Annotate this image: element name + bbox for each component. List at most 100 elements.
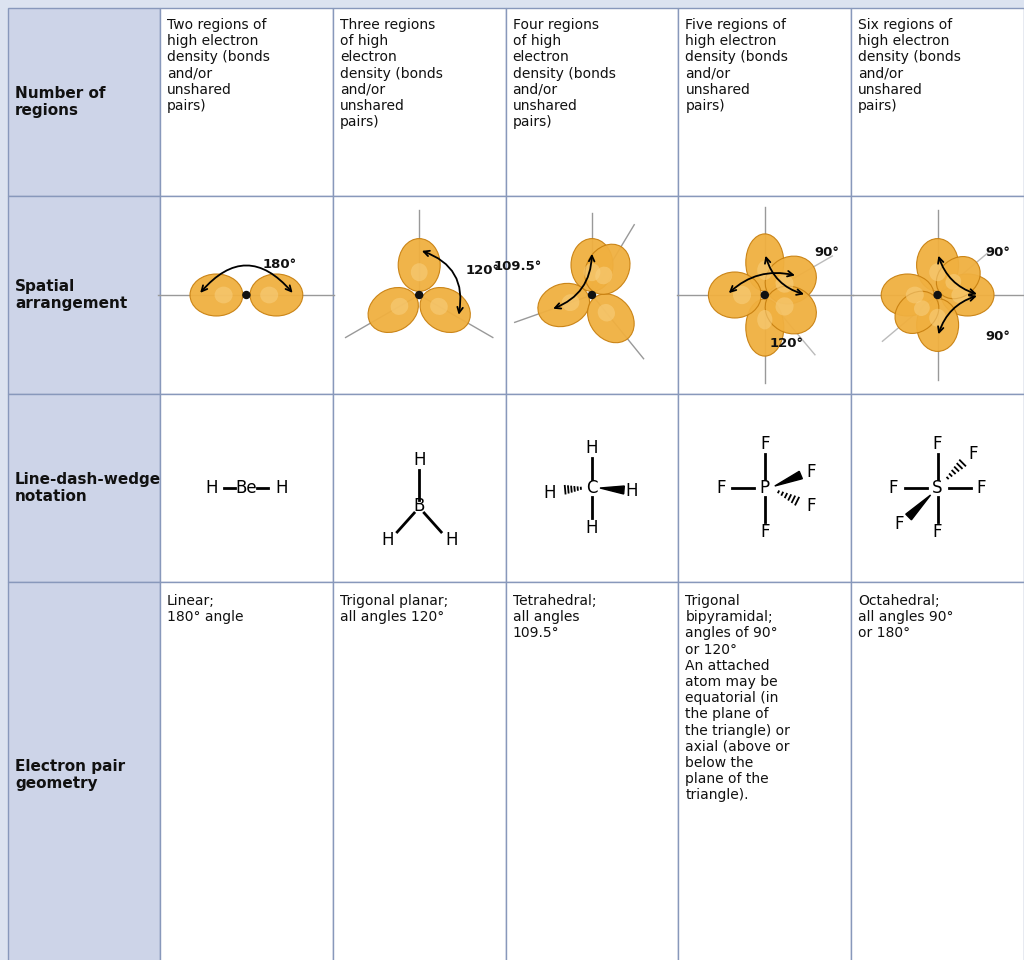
- Text: H: H: [445, 531, 458, 549]
- Text: 109.5°: 109.5°: [494, 260, 542, 274]
- Text: F: F: [716, 479, 726, 497]
- Text: Linear;
180° angle: Linear; 180° angle: [167, 594, 244, 624]
- Polygon shape: [906, 495, 931, 519]
- Text: P: P: [760, 479, 770, 497]
- Text: B: B: [414, 497, 425, 515]
- Ellipse shape: [250, 274, 303, 316]
- Text: F: F: [760, 523, 770, 541]
- Polygon shape: [775, 471, 803, 486]
- Bar: [506, 196, 679, 394]
- Ellipse shape: [745, 299, 783, 356]
- Ellipse shape: [368, 288, 419, 332]
- Text: Trigonal planar;
all angles 120°: Trigonal planar; all angles 120°: [340, 594, 449, 624]
- Text: Tetrahedral;
all angles
109.5°: Tetrahedral; all angles 109.5°: [513, 594, 596, 640]
- Ellipse shape: [571, 239, 613, 292]
- Bar: [160, 582, 333, 960]
- Bar: [333, 8, 506, 196]
- Ellipse shape: [916, 299, 958, 351]
- Text: H: H: [586, 439, 598, 457]
- Circle shape: [761, 292, 768, 299]
- Circle shape: [243, 292, 250, 299]
- Text: H: H: [381, 531, 393, 549]
- Ellipse shape: [945, 274, 962, 290]
- Text: Five regions of
high electron
density (bonds
and/or
unshared
pairs): Five regions of high electron density (b…: [685, 18, 788, 113]
- Text: 120°: 120°: [465, 265, 500, 277]
- Text: H: H: [626, 482, 638, 500]
- Ellipse shape: [398, 239, 440, 292]
- Text: F: F: [977, 479, 986, 497]
- Text: Line-dash-wedge
notation: Line-dash-wedge notation: [15, 471, 161, 504]
- Bar: [333, 582, 506, 960]
- Text: Four regions
of high
electron
density (bonds
and/or
unshared
pairs): Four regions of high electron density (b…: [513, 18, 615, 130]
- Bar: [160, 196, 333, 394]
- Ellipse shape: [390, 298, 409, 315]
- Text: F: F: [895, 515, 904, 533]
- Ellipse shape: [775, 298, 794, 316]
- Ellipse shape: [561, 294, 580, 311]
- Ellipse shape: [538, 283, 590, 326]
- Bar: [333, 394, 506, 582]
- Ellipse shape: [929, 263, 946, 281]
- Ellipse shape: [914, 300, 930, 316]
- Ellipse shape: [709, 272, 761, 318]
- Text: F: F: [969, 445, 978, 463]
- Text: Be: Be: [236, 479, 257, 497]
- Text: Spatial
arrangement: Spatial arrangement: [15, 278, 127, 311]
- Ellipse shape: [929, 309, 946, 326]
- Bar: [851, 196, 1024, 394]
- Circle shape: [416, 292, 423, 299]
- Text: H: H: [413, 451, 425, 469]
- Bar: [8, 196, 160, 394]
- Text: Three regions
of high
electron
density (bonds
and/or
unshared
pairs): Three regions of high electron density (…: [340, 18, 442, 130]
- Ellipse shape: [895, 291, 939, 333]
- Ellipse shape: [430, 298, 447, 315]
- Text: Six regions of
high electron
density (bonds
and/or
unshared
pairs): Six regions of high electron density (bo…: [858, 18, 962, 113]
- Bar: [506, 8, 679, 196]
- Text: F: F: [889, 479, 898, 497]
- Text: Electron pair
geometry: Electron pair geometry: [15, 758, 125, 791]
- Ellipse shape: [584, 263, 600, 281]
- Text: F: F: [806, 463, 815, 481]
- Ellipse shape: [765, 286, 816, 334]
- Bar: [8, 394, 160, 582]
- Text: C: C: [587, 479, 598, 497]
- Bar: [506, 582, 679, 960]
- Text: F: F: [933, 523, 942, 541]
- Ellipse shape: [190, 274, 243, 316]
- Bar: [679, 196, 851, 394]
- Text: Two regions of
high electron
density (bonds
and/or
unshared
pairs): Two regions of high electron density (bo…: [167, 18, 270, 113]
- Bar: [160, 8, 333, 196]
- Text: F: F: [806, 497, 815, 515]
- Bar: [851, 8, 1024, 196]
- Text: H: H: [586, 519, 598, 537]
- Ellipse shape: [951, 287, 970, 303]
- Polygon shape: [600, 486, 625, 494]
- Ellipse shape: [411, 263, 428, 281]
- Bar: [679, 8, 851, 196]
- Text: 90°: 90°: [815, 247, 840, 259]
- Ellipse shape: [585, 244, 630, 295]
- Ellipse shape: [757, 260, 772, 280]
- Text: 90°: 90°: [985, 330, 1011, 344]
- Ellipse shape: [745, 234, 783, 291]
- Ellipse shape: [882, 274, 934, 316]
- Ellipse shape: [757, 310, 772, 329]
- Bar: [333, 196, 506, 394]
- Circle shape: [934, 292, 941, 299]
- Ellipse shape: [941, 274, 994, 316]
- Ellipse shape: [598, 304, 615, 322]
- Ellipse shape: [936, 256, 980, 299]
- Text: Number of
regions: Number of regions: [15, 85, 105, 118]
- Bar: [679, 394, 851, 582]
- Bar: [506, 394, 679, 582]
- Bar: [851, 394, 1024, 582]
- Circle shape: [589, 292, 596, 299]
- Ellipse shape: [595, 267, 612, 284]
- Ellipse shape: [420, 288, 470, 332]
- Ellipse shape: [260, 287, 279, 303]
- Text: Trigonal
bipyramidal;
angles of 90°
or 120°
An attached
atom may be
equatorial (: Trigonal bipyramidal; angles of 90° or 1…: [685, 594, 791, 803]
- Ellipse shape: [215, 287, 232, 303]
- Text: H: H: [205, 479, 218, 497]
- Text: H: H: [544, 484, 556, 502]
- Bar: [679, 582, 851, 960]
